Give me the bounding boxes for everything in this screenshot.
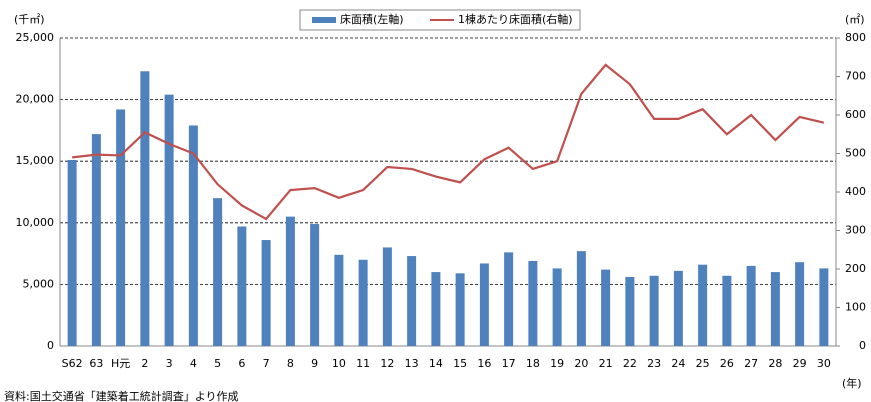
bar xyxy=(334,254,344,346)
bar xyxy=(722,275,732,346)
x-tick-label: 5 xyxy=(214,357,221,370)
x-tick-label: 15 xyxy=(453,357,467,370)
x-tick-label: 12 xyxy=(380,357,394,370)
bar xyxy=(698,264,708,346)
x-tick-label: 18 xyxy=(526,357,540,370)
x-tick-label: 2 xyxy=(141,357,148,370)
y2-tick-label: 100 xyxy=(845,301,866,314)
x-tick-label: 3 xyxy=(166,357,173,370)
x-tick-label: 21 xyxy=(599,357,613,370)
x-tick-label: H元 xyxy=(111,357,130,370)
bar xyxy=(285,216,295,346)
bar xyxy=(140,71,150,346)
line-series xyxy=(72,63,825,221)
x-tick-label: 13 xyxy=(405,357,419,370)
y2-tick-label: 700 xyxy=(845,70,866,83)
y-tick-label: 5,000 xyxy=(23,277,55,290)
bar xyxy=(431,272,441,346)
x-tick-label: 20 xyxy=(574,357,588,370)
bar xyxy=(673,270,683,346)
bar xyxy=(746,265,756,346)
y2-tick-label: 600 xyxy=(845,108,866,121)
y2-tick-label: 500 xyxy=(845,147,866,160)
y-tick-label: 25,000 xyxy=(16,31,55,44)
x-tick-label: 9 xyxy=(311,357,318,370)
y-tick-label: 10,000 xyxy=(16,216,55,229)
bar xyxy=(116,109,126,347)
bar xyxy=(358,259,368,346)
x-tick-label: 7 xyxy=(263,357,270,370)
bar xyxy=(91,134,101,346)
x-tick-label: 27 xyxy=(744,357,758,370)
y-unit: (千㎡) xyxy=(14,13,45,26)
bar xyxy=(310,224,320,346)
y2-tick-label: 800 xyxy=(845,31,866,44)
x-tick-label: 10 xyxy=(332,357,346,370)
x-tick-label: 24 xyxy=(671,357,685,370)
bar xyxy=(213,198,223,346)
bar xyxy=(67,159,77,346)
bar xyxy=(237,226,247,346)
bar xyxy=(164,94,174,346)
bar xyxy=(528,260,538,346)
x-tick-label: 29 xyxy=(793,357,807,370)
x-tick-label: 14 xyxy=(429,357,443,370)
bar xyxy=(576,251,586,346)
source-note: 資料:国土交通省「建築着工統計調査」より作成 xyxy=(4,389,239,402)
x-tick-label: 23 xyxy=(647,357,661,370)
y2-unit: (㎡) xyxy=(845,13,865,26)
x-tick-label: 8 xyxy=(287,357,294,370)
bar xyxy=(382,247,392,346)
y2-tick-label: 0 xyxy=(859,339,866,352)
x-tick-label: 17 xyxy=(502,357,516,370)
x-tick-label: 63 xyxy=(89,357,103,370)
y-tick-label: 0 xyxy=(47,339,54,352)
x-unit: (年) xyxy=(842,376,862,390)
y2-tick-label: 400 xyxy=(845,185,866,198)
bar xyxy=(795,262,805,346)
bar xyxy=(188,125,198,346)
bar xyxy=(407,256,417,346)
x-tick-label: 28 xyxy=(768,357,782,370)
x-tick-label: 11 xyxy=(356,357,370,370)
y2-tick-label: 300 xyxy=(845,224,866,237)
bar xyxy=(819,268,829,346)
bar xyxy=(455,273,465,346)
legend-label: 1棟あたり床面積(右軸) xyxy=(458,12,573,26)
bar xyxy=(261,240,271,346)
bar xyxy=(770,272,780,346)
x-tick-label: 4 xyxy=(190,357,197,370)
bar xyxy=(552,268,562,346)
bar xyxy=(601,269,611,346)
bar xyxy=(504,252,514,346)
x-tick-label: 22 xyxy=(623,357,637,370)
legend-label: 床面積(左軸) xyxy=(340,12,404,26)
x-tick-label: 6 xyxy=(238,357,245,370)
bar xyxy=(649,275,659,346)
x-tick-label: 16 xyxy=(477,357,491,370)
x-tick-label: 30 xyxy=(817,357,831,370)
legend-swatch xyxy=(312,17,336,23)
bar xyxy=(479,263,489,346)
y-tick-label: 20,000 xyxy=(16,93,55,106)
bar xyxy=(625,277,635,346)
y2-tick-label: 200 xyxy=(845,262,866,275)
x-tick-label: 26 xyxy=(720,357,734,370)
x-tick-label: 25 xyxy=(696,357,710,370)
x-tick-label: S62 xyxy=(62,357,83,370)
x-tick-label: 19 xyxy=(550,357,564,370)
y-tick-label: 15,000 xyxy=(16,154,55,167)
